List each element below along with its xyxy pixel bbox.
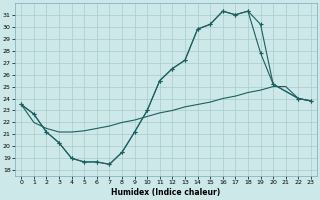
X-axis label: Humidex (Indice chaleur): Humidex (Indice chaleur) xyxy=(111,188,221,197)
